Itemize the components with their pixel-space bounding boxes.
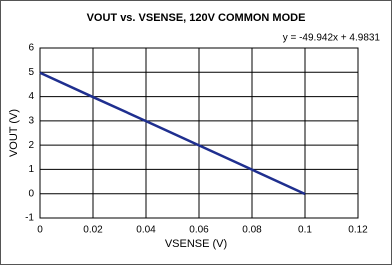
y-tick-label: 4 <box>28 91 34 102</box>
chart-title: VOUT vs. VSENSE, 120V COMMON MODE <box>87 12 306 24</box>
y-tick-label: -1 <box>25 213 34 224</box>
y-tick-label: 0 <box>28 188 34 199</box>
x-tick-label: 0.02 <box>83 225 103 236</box>
x-tick-label: 0.06 <box>189 225 209 236</box>
x-axis-label: VSENSE (V) <box>165 238 227 250</box>
y-tick-label: 3 <box>28 115 34 126</box>
y-tick-label: 2 <box>28 140 34 151</box>
y-axis-label: VOUT (V) <box>8 109 20 157</box>
y-tick-label: 6 <box>28 43 34 54</box>
y-tick-label: 5 <box>28 67 34 78</box>
x-tick-label: 0.12 <box>348 225 368 236</box>
x-tick-label: 0 <box>37 225 43 236</box>
x-tick-label: 0.1 <box>298 225 312 236</box>
x-tick-label: 0.04 <box>136 225 156 236</box>
x-tick-label: 0.08 <box>242 225 262 236</box>
annotation: y = -49.942x + 4.9831 <box>283 33 381 44</box>
y-tick-label: 1 <box>28 164 34 175</box>
data-line <box>39 71 306 196</box>
